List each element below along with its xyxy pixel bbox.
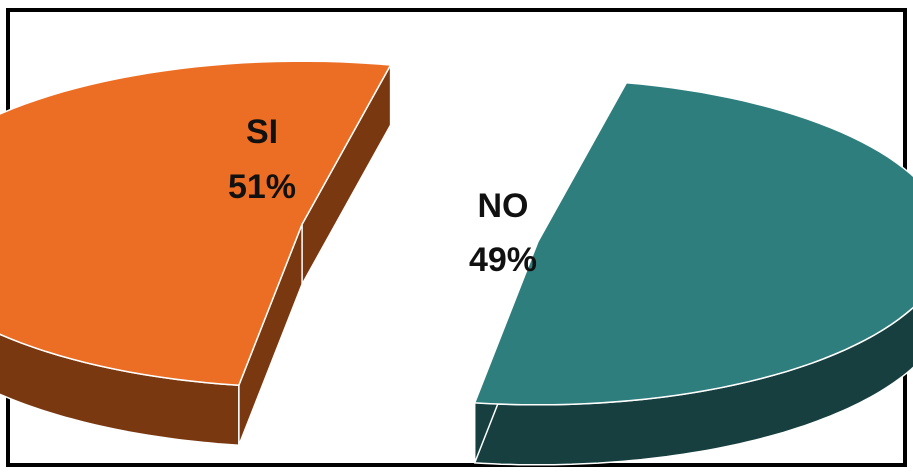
slice-no (473, 81, 913, 406)
slice-si-label: SI (246, 113, 278, 151)
slice-no-label: NO (478, 187, 529, 225)
slice-si-percent: 51% (228, 168, 296, 206)
slice-si (0, 60, 392, 386)
slice-no-percent: 49% (469, 241, 537, 279)
